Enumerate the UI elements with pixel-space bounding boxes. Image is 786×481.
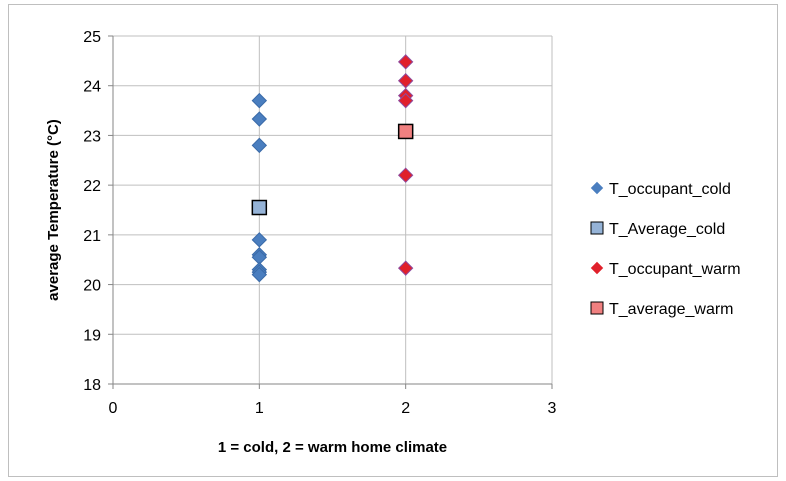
y-tick-label: 24 xyxy=(83,79,101,96)
t-occupant-cold-point xyxy=(251,137,268,154)
x-tick-label: 0 xyxy=(109,400,118,417)
legend: T_occupant_cold T_Average_cold T_occupant_… xyxy=(590,181,741,318)
legend-marker xyxy=(590,221,604,235)
x-tick-label: 3 xyxy=(548,400,557,417)
t-occupant-warm-point xyxy=(397,92,414,109)
data-points xyxy=(251,54,414,283)
y-tick-label: 22 xyxy=(83,178,101,195)
x-axis-title: 1 = cold, 2 = warm home climate xyxy=(218,439,447,456)
chart-frame xyxy=(8,4,778,477)
y-axis-title: average Temperature (°C) xyxy=(45,119,62,301)
axes xyxy=(108,35,553,389)
y-tick-label: 20 xyxy=(83,278,101,295)
legend-marker xyxy=(590,301,604,315)
t-occupant-cold-point xyxy=(251,266,268,283)
t-average-warm-point xyxy=(397,123,414,140)
legend-entry-label: T_occupant_cold xyxy=(609,181,731,198)
y-tick-label: 18 xyxy=(83,377,101,394)
legend-entry-label: T_occupant_warm xyxy=(609,261,741,278)
t-occupant-warm-point xyxy=(397,260,414,276)
t-occupant-cold-point xyxy=(251,111,268,127)
legend-marker xyxy=(590,181,604,195)
gridlines xyxy=(113,35,553,384)
legend-entry-label: T_average_warm xyxy=(609,301,734,318)
t-occupant-warm-point xyxy=(397,54,414,70)
y-tick-label: 19 xyxy=(83,327,101,344)
y-tick-label: 21 xyxy=(83,228,101,245)
t-occupant-cold-point xyxy=(251,92,268,109)
legend-entry-label: T_Average_cold xyxy=(609,221,725,238)
y-tick-label: 23 xyxy=(83,128,101,145)
t-occupant-cold-point xyxy=(251,232,268,248)
t-occupant-warm-point xyxy=(397,73,414,89)
t-occupant-warm-point xyxy=(397,167,414,183)
x-tick-label: 2 xyxy=(401,400,410,417)
legend-marker xyxy=(590,261,604,275)
y-tick-label: 25 xyxy=(83,29,101,46)
t-average-cold-point xyxy=(251,199,268,216)
x-tick-label: 1 xyxy=(255,400,264,417)
